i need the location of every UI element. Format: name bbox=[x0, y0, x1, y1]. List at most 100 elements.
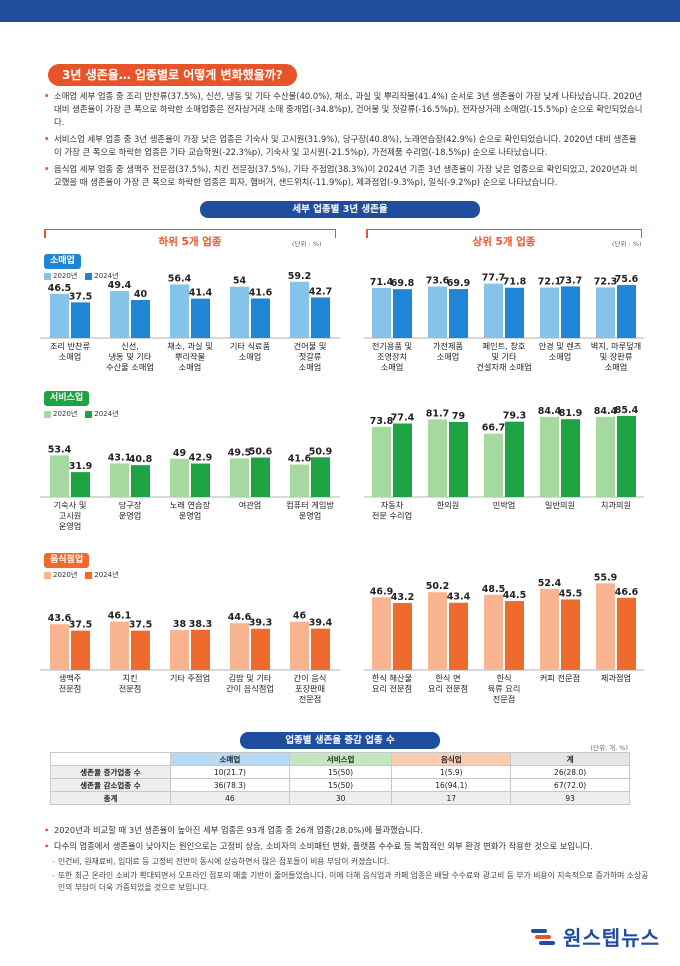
bar-2020년 bbox=[540, 588, 559, 670]
bar-2020년 bbox=[540, 416, 559, 497]
bar-value-label: 41.4 bbox=[189, 288, 213, 299]
bar-2020년 bbox=[50, 293, 69, 338]
lower-section-title: 하위 5개 업종 bbox=[158, 236, 222, 248]
category-label: 소매업 bbox=[239, 352, 262, 362]
bar-2024년 bbox=[251, 298, 270, 338]
bar-2020년 bbox=[596, 583, 615, 670]
unit-label-lower: (단위 : %) bbox=[292, 240, 322, 248]
bar-2020년 bbox=[540, 287, 559, 338]
category-label: 벽지, 마루덮개 bbox=[591, 341, 641, 351]
table-unit: (단위: 개, %) bbox=[590, 744, 628, 752]
category-label: 전문 수리업 bbox=[372, 511, 412, 521]
bar-2020년 bbox=[170, 458, 189, 497]
header-total: 계 bbox=[510, 752, 630, 766]
legend-2020: 2020년 bbox=[44, 409, 77, 419]
bar-value-label: 37.5 bbox=[69, 620, 92, 631]
category-label: 조명장치 bbox=[377, 352, 407, 362]
category-label: 간이 음식점업 bbox=[226, 684, 274, 694]
bar-2020년 bbox=[110, 621, 129, 670]
bar-value-label: 72.1 bbox=[538, 277, 561, 288]
bar-value-label: 72.3 bbox=[594, 276, 617, 287]
bar-2024년 bbox=[505, 287, 524, 338]
category-label: 한식 면 bbox=[435, 673, 460, 683]
category-label: 한의원 bbox=[437, 500, 460, 510]
category-label: 당구장 bbox=[119, 500, 142, 510]
bar-value-label: 75.6 bbox=[615, 274, 639, 285]
logo-text: 원스텝뉴스 bbox=[563, 926, 660, 950]
bar-value-label: 55.9 bbox=[594, 572, 617, 583]
bar-value-label: 81.7 bbox=[426, 408, 449, 419]
bar-2020년 bbox=[372, 597, 391, 670]
header-service: 서비스업 bbox=[288, 752, 393, 766]
bar-2024년 bbox=[617, 415, 636, 497]
bar-value-label: 69.9 bbox=[447, 278, 470, 289]
bar-2024년 bbox=[393, 289, 412, 338]
category-label: 소매업 bbox=[437, 352, 460, 362]
bar-2024년 bbox=[617, 597, 636, 670]
header-retail: 소매업 bbox=[170, 752, 290, 766]
bar-2020년 bbox=[170, 284, 189, 338]
brand-logo: 원스텝뉴스 bbox=[529, 922, 660, 951]
bar-value-label: 37.5 bbox=[129, 620, 152, 631]
table-header-row: 소매업 서비스업 음식업 계 bbox=[50, 752, 630, 766]
bullet-food: 음식업 세부 업종 중 생맥주 전문점(37.5%), 치킨 전문점(37.5%… bbox=[44, 163, 644, 189]
bar-value-label: 48.5 bbox=[482, 584, 505, 595]
category-label: 제과점업 bbox=[601, 673, 631, 683]
bar-value-label: 79 bbox=[452, 411, 465, 422]
bar-2020년 bbox=[428, 592, 447, 670]
bar-value-label: 66.7 bbox=[482, 423, 505, 434]
category-label: 전기용품 및 bbox=[372, 341, 412, 351]
table-row-total: 총계 46 30 17 93 bbox=[50, 791, 630, 805]
header-blank bbox=[50, 752, 171, 766]
cell: 15(50) bbox=[288, 765, 393, 779]
lower-section-bracket bbox=[44, 228, 336, 251]
bar-value-label: 77.4 bbox=[391, 412, 415, 423]
bar-2024년 bbox=[449, 602, 468, 670]
bar-2020년 bbox=[230, 458, 249, 497]
bar-2020년 bbox=[372, 426, 391, 497]
legend-2020: 2020년 bbox=[44, 570, 77, 580]
bar-2024년 bbox=[131, 465, 150, 497]
table-row: 생존율 증가업종 수 10(21.7) 15(50) 1(5.9) 26(28.… bbox=[50, 765, 630, 779]
cell: 30 bbox=[288, 791, 393, 805]
bar-2024년 bbox=[191, 298, 210, 338]
bar-2024년 bbox=[131, 300, 150, 338]
cell: 93 bbox=[510, 791, 630, 805]
bar-value-label: 40.8 bbox=[129, 454, 153, 465]
category-label: 운영업 bbox=[299, 511, 322, 521]
note-bullet: 2020년과 비교할 때 3년 생존율이 높아진 세부 업종은 93개 업종 중… bbox=[44, 824, 654, 836]
bar-2024년 bbox=[191, 463, 210, 497]
category-label: 소매업 bbox=[381, 362, 404, 372]
category-label: 건설자재 소매업 bbox=[476, 362, 531, 372]
bar-value-label: 49.5 bbox=[228, 447, 251, 458]
category-label: 가전제품 bbox=[433, 341, 464, 351]
cell: 15(50) bbox=[288, 778, 393, 792]
category-label: 여관업 bbox=[239, 500, 262, 510]
bar-2024년 bbox=[131, 630, 150, 670]
bar-2024년 bbox=[617, 285, 636, 338]
bar-value-label: 77.7 bbox=[482, 273, 505, 284]
bar-value-label: 45.5 bbox=[559, 588, 582, 599]
bullet-retail: 소매업 세부 업종 중 조리 반찬류(37.5%), 신선, 냉동 및 기타 수… bbox=[44, 90, 644, 129]
bar-value-label: 46.1 bbox=[108, 611, 131, 622]
bar-2020년 bbox=[484, 594, 503, 670]
category-label: 조리 반찬류 bbox=[50, 341, 91, 351]
bar-2024년 bbox=[71, 472, 90, 497]
bar-value-label: 39.4 bbox=[309, 618, 333, 629]
legend-2020: 2020년 bbox=[44, 271, 77, 281]
category-label: 냉동 및 기타 bbox=[109, 352, 152, 362]
category-label: 치과의원 bbox=[601, 500, 631, 510]
bar-2024년 bbox=[71, 630, 90, 670]
category-label: 기타 주점업 bbox=[170, 673, 210, 683]
bar-2024년 bbox=[561, 599, 580, 670]
bar-value-label: 73.7 bbox=[559, 275, 582, 286]
bar-2020년 bbox=[484, 283, 503, 338]
category-label: 치킨 bbox=[122, 673, 137, 683]
bar-value-label: 46.6 bbox=[615, 587, 639, 598]
category-label: 민박업 bbox=[493, 500, 516, 510]
category-label: 김밥 및 기타 bbox=[229, 673, 272, 683]
bar-2024년 bbox=[505, 601, 524, 670]
row-label: 총계 bbox=[50, 791, 171, 805]
category-label: 소매업 bbox=[299, 362, 322, 372]
